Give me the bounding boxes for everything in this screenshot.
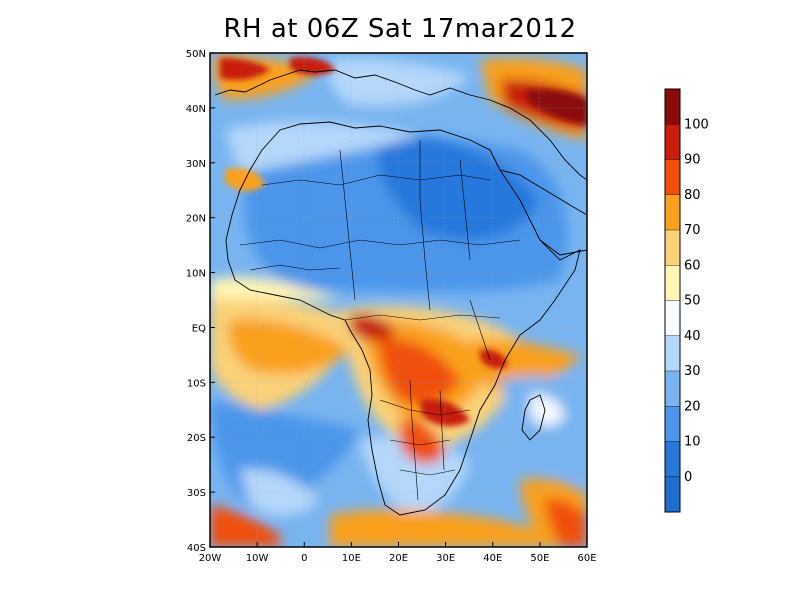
country-borders xyxy=(239,140,521,501)
rh-turkey-red xyxy=(525,89,587,125)
lat-tick-10S: 10S xyxy=(187,378,206,389)
lat-tick-30S: 30S xyxy=(187,488,206,499)
lat-tick-40S: 40S xyxy=(187,543,206,554)
border-north xyxy=(261,174,491,186)
colorbar-label-40: 40 xyxy=(684,329,701,344)
africa-coastline xyxy=(225,121,581,516)
lat-tick-20S: 20S xyxy=(187,433,206,444)
lon-tick-40E: 40E xyxy=(483,553,502,564)
arabia-south-coastline xyxy=(539,239,587,256)
colorbar-label-30: 30 xyxy=(684,364,701,379)
lon-tick-10W: 10W xyxy=(246,553,269,564)
colorbar-label-0: 0 xyxy=(684,470,692,485)
rh-central-red xyxy=(379,339,460,404)
border-south-meridian xyxy=(409,379,419,501)
colorbar-segment xyxy=(665,406,680,442)
colorbar-label-80: 80 xyxy=(684,188,701,203)
colorbar-segment xyxy=(665,124,680,160)
lat-tick-labels: 50N 40N 30N 20N 10N EQ 10S 20S 30S 40S xyxy=(186,49,215,554)
rh-east-orange xyxy=(469,338,580,390)
rh-field xyxy=(210,53,587,547)
border-central xyxy=(344,314,501,321)
lon-tick-0: 0 xyxy=(301,553,307,564)
lat-tick-40N: 40N xyxy=(186,104,206,115)
lon-tick-20W: 20W xyxy=(199,553,222,564)
colorbar-segment xyxy=(665,300,680,337)
lon-tick-20E: 20E xyxy=(389,553,408,564)
colorbar-label-50: 50 xyxy=(684,294,701,309)
lon-tick-50E: 50E xyxy=(530,553,549,564)
rh-madagascar-pale xyxy=(530,394,565,427)
lon-tick-30E: 30E xyxy=(436,553,455,564)
border-meridian-2 xyxy=(419,140,431,311)
border-south-3 xyxy=(399,469,456,476)
rh-europe-pale xyxy=(328,58,470,107)
lat-tick-20N: 20N xyxy=(186,214,206,225)
lon-tick-10E: 10E xyxy=(342,553,361,564)
colorbar-frame xyxy=(664,88,681,513)
lat-tick-EQ: EQ xyxy=(192,323,206,334)
border-east xyxy=(469,299,491,361)
coastlines xyxy=(214,69,587,516)
colorbar-label-60: 60 xyxy=(684,258,701,273)
rh-se-red xyxy=(545,498,587,547)
rh-gulf-orange xyxy=(228,319,350,374)
lat-tick-10N: 10N xyxy=(186,269,206,280)
rh-congo-red xyxy=(350,314,395,342)
colorbar xyxy=(665,89,680,513)
madagascar-coastline xyxy=(521,394,546,441)
lat-lon-grid xyxy=(210,53,587,547)
lat-tick-50N: 50N xyxy=(186,49,206,60)
rh-north-light xyxy=(225,120,420,175)
lon-tick-labels: 20W 10W 0 10E 20E 30E 40E 50E 60E xyxy=(199,542,597,564)
colorbar-segment xyxy=(665,476,680,513)
rh-south-atlantic-pale xyxy=(240,469,320,516)
colorbar-segment xyxy=(665,230,680,266)
colorbar-segment xyxy=(665,265,680,301)
rh-atlantic-light xyxy=(210,276,340,305)
colorbar-label-70: 70 xyxy=(684,223,701,238)
border-sahel xyxy=(239,239,521,249)
arabia-coastline xyxy=(499,169,587,216)
rh-indian-blue xyxy=(500,375,587,480)
europe-coastline xyxy=(214,69,587,181)
map-title: RH at 06Z Sat 17mar2012 xyxy=(223,14,577,44)
colorbar-segment xyxy=(665,335,680,372)
border-south-1 xyxy=(379,399,471,416)
colorbar-segment xyxy=(665,441,680,478)
colorbar-segment xyxy=(665,371,680,407)
colorbar-segment xyxy=(665,194,680,231)
rh-iberia-red xyxy=(220,58,270,80)
lon-tick-60E: 60E xyxy=(577,553,596,564)
lat-tick-30N: 30N xyxy=(186,159,206,170)
border-west xyxy=(249,264,341,271)
rh-sw-orange xyxy=(210,505,280,547)
colorbar-label-10: 10 xyxy=(684,435,701,450)
rh-moz-red xyxy=(420,398,470,427)
colorbar-label-90: 90 xyxy=(684,153,701,168)
border-south-meridian-2 xyxy=(439,389,445,471)
rh-south-orange xyxy=(400,419,445,464)
colorbar-segment xyxy=(665,159,680,196)
colorbar-label-100: 100 xyxy=(684,117,709,132)
colorbar-segment xyxy=(665,89,680,125)
rh-south-bottom-orange xyxy=(330,509,587,547)
rh-se-africa-red xyxy=(480,349,508,369)
border-meridian-3 xyxy=(459,159,471,261)
colorbar-label-20: 20 xyxy=(684,399,701,414)
border-meridian-1 xyxy=(339,149,356,301)
border-south-2 xyxy=(389,439,451,446)
